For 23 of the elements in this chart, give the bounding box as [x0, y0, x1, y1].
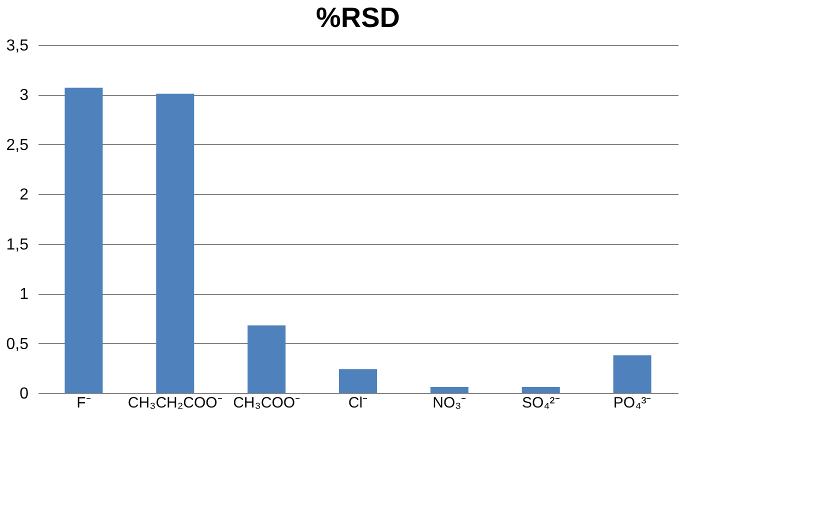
chart-title: %RSD	[316, 2, 400, 33]
bar	[613, 355, 652, 393]
bar	[339, 369, 377, 393]
x-tick-label: F⁻	[76, 394, 91, 412]
x-tick-label: NO₃⁻	[432, 394, 466, 412]
x-tick-label: SO₄²⁻	[522, 394, 560, 412]
bar	[64, 88, 103, 393]
bar	[430, 387, 468, 393]
y-tick-label: 3,5	[6, 38, 29, 54]
x-tick-label: CH₃COO⁻	[233, 394, 300, 412]
y-tick-label: 3	[20, 87, 29, 104]
bar	[522, 387, 560, 393]
y-tick-label: 1	[20, 286, 29, 304]
bar	[248, 325, 286, 393]
y-tick-label: 1,5	[6, 236, 29, 254]
x-tick-label: PO₄³⁻	[613, 394, 652, 412]
bar	[156, 94, 194, 393]
y-tick-label: 2,5	[6, 136, 29, 154]
y-tick-label: 0,5	[6, 336, 29, 353]
y-tick-label: 2	[20, 186, 29, 204]
x-tick-label: CH₃CH₂COO⁻	[128, 394, 222, 412]
y-tick-label: 0	[20, 386, 29, 402]
x-tick-label: Cl⁻	[348, 394, 368, 412]
